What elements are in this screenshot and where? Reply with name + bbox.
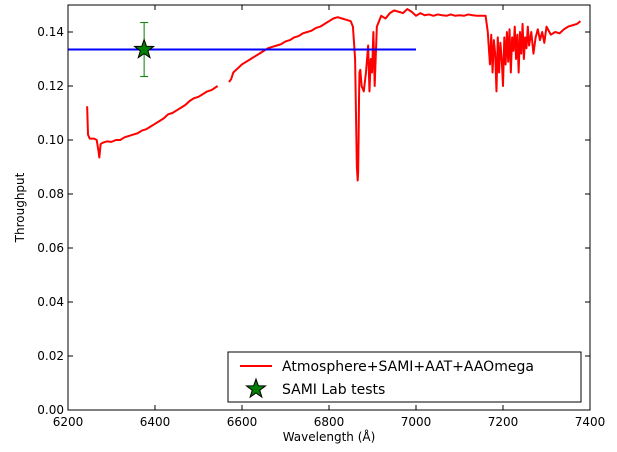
throughput-line-segment-1: [86, 85, 219, 159]
legend-star-icon: [245, 377, 267, 399]
x-tick-label: 6800: [314, 415, 345, 429]
x-tick-label: 6400: [140, 415, 171, 429]
legend-label-star: SAMI Lab tests: [282, 382, 385, 398]
y-tick-label: 0.12: [37, 79, 64, 93]
legend-box: [227, 351, 582, 403]
legend: Atmosphere+SAMI+AAT+AAOmega SAMI Lab tes…: [227, 351, 582, 403]
throughput-line-segment-2: [228, 8, 582, 182]
lab-test-star-marker: [133, 38, 156, 59]
y-tick-label: 0.14: [37, 25, 64, 39]
y-tick-label: 0.02: [37, 349, 64, 363]
y-axis-label: Throughput: [13, 172, 27, 243]
y-tick-label: 0.06: [37, 241, 64, 255]
legend-label-line: Atmosphere+SAMI+AAT+AAOmega: [282, 359, 534, 375]
y-tick-label: 0.08: [37, 187, 64, 201]
x-tick-label: 7000: [401, 415, 432, 429]
x-tick-label: 7200: [488, 415, 519, 429]
x-tick-label: 6600: [227, 415, 258, 429]
x-tick-label: 6200: [53, 415, 84, 429]
y-tick-label: 0.00: [37, 403, 64, 417]
x-tick-label: 7400: [575, 415, 606, 429]
x-axis-label: Wavelength (Å): [283, 429, 376, 444]
legend-star-shape: [245, 377, 267, 399]
y-tick-label: 0.10: [37, 133, 64, 147]
y-tick-label: 0.04: [37, 295, 64, 309]
